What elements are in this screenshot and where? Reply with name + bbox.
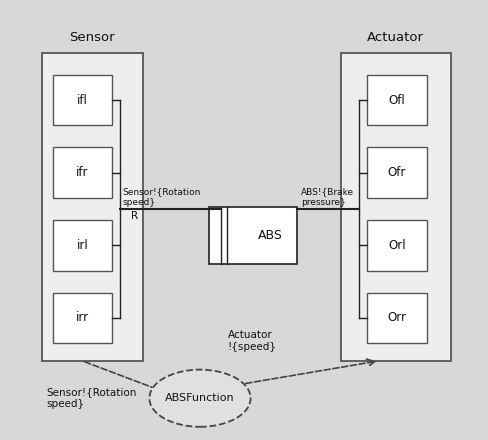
- FancyBboxPatch shape: [367, 220, 427, 271]
- Text: Sensor: Sensor: [69, 31, 115, 44]
- FancyBboxPatch shape: [53, 293, 112, 343]
- FancyBboxPatch shape: [367, 147, 427, 198]
- Text: Sensor!{Rotation
speed}: Sensor!{Rotation speed}: [46, 387, 136, 409]
- FancyBboxPatch shape: [367, 75, 427, 125]
- FancyBboxPatch shape: [209, 207, 297, 264]
- FancyBboxPatch shape: [53, 75, 112, 125]
- Ellipse shape: [149, 370, 251, 427]
- FancyBboxPatch shape: [53, 147, 112, 198]
- Text: irl: irl: [77, 239, 88, 252]
- Text: Ofl: Ofl: [388, 94, 405, 106]
- Text: Orl: Orl: [388, 239, 406, 252]
- Text: Actuator
!{speed}: Actuator !{speed}: [228, 330, 277, 352]
- Text: ifr: ifr: [76, 166, 88, 179]
- FancyBboxPatch shape: [41, 53, 143, 361]
- Text: irr: irr: [76, 312, 89, 324]
- Text: ABS!{Brake
pressure}: ABS!{Brake pressure}: [301, 187, 354, 207]
- Text: ABS: ABS: [258, 229, 283, 242]
- Text: ifl: ifl: [77, 94, 88, 106]
- Text: Actuator: Actuator: [367, 31, 424, 44]
- Text: ABSFunction: ABSFunction: [165, 393, 235, 403]
- FancyBboxPatch shape: [341, 53, 451, 361]
- FancyBboxPatch shape: [53, 220, 112, 271]
- Text: Sensor!{Rotation
speed}: Sensor!{Rotation speed}: [122, 187, 201, 207]
- Text: R: R: [131, 211, 138, 221]
- Text: Ofr: Ofr: [387, 166, 406, 179]
- Text: Orr: Orr: [387, 312, 407, 324]
- FancyBboxPatch shape: [367, 293, 427, 343]
